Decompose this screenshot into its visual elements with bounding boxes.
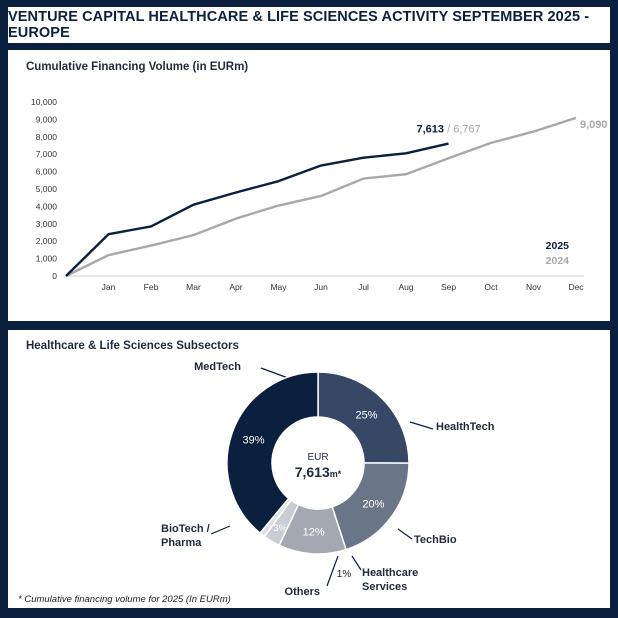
donut-slice-medtech	[317, 371, 410, 464]
leader-line	[409, 421, 434, 430]
line-chart-title: Cumulative Financing Volume (in EURm)	[26, 61, 249, 73]
donut-chart: 25% MedTech 20% HealthTech 12% TechBio 3% Healt…	[161, 361, 495, 598]
series-line-2025	[65, 142, 449, 277]
current-value-label: 7,613 / 6,767	[417, 124, 481, 136]
line-chart: 0 1,000 2,000 3,000 4,000 5,000 6,000 7,000 8,00…	[31, 97, 608, 292]
leader-line	[351, 555, 362, 571]
x-tick-label: Nov	[526, 282, 542, 292]
y-tick-label: 7,000	[36, 149, 58, 159]
end-value-label: 9,090	[580, 119, 608, 131]
page-title: VENTURE CAPITAL HEALTHCARE & LIFE SCIENC…	[8, 9, 590, 41]
x-tick-label: Feb	[144, 282, 159, 292]
y-tick-label: 9,000	[36, 114, 58, 124]
slice-pct-label: 39%	[243, 435, 265, 447]
x-tick-label: Apr	[229, 282, 242, 292]
leader-line	[210, 525, 231, 535]
slice-category-label: BioTech / Pharma	[161, 523, 210, 549]
x-tick-label: Jul	[358, 282, 369, 292]
donut-chart-title: Healthcare & Life Sciences Subsectors	[26, 340, 239, 352]
leader-line	[260, 367, 289, 379]
slice-pct-label: 20%	[362, 498, 384, 510]
slice-pct-label: 1%	[337, 569, 352, 580]
slice-pct-label: 25%	[355, 410, 377, 422]
y-tick-label: 3,000	[36, 219, 58, 229]
slice-pct-label: 12%	[303, 526, 325, 538]
title-panel: VENTURE CAPITAL HEALTHCARE & LIFE SCIENC…	[8, 7, 610, 43]
x-tick-label: Aug	[398, 282, 413, 292]
x-tick-label: Dec	[568, 282, 584, 292]
x-tick-label: Jan	[102, 282, 116, 292]
y-tick-label: 2,000	[36, 236, 58, 246]
legend-2024: 2024	[546, 255, 570, 267]
y-tick-label: 10,000	[31, 97, 57, 107]
x-tick-label: May	[270, 282, 287, 292]
y-tick-label: 5,000	[36, 184, 58, 194]
slice-category-label: TechBio	[414, 534, 457, 546]
y-tick-label: 1,000	[36, 254, 58, 264]
donut-chart-panel: Healthcare & Life Sciences Subsectors 25…	[8, 330, 610, 608]
x-tick-label: Mar	[186, 282, 201, 292]
y-tick-label: 0	[52, 271, 57, 281]
leader-line	[397, 528, 413, 540]
leader-line	[326, 555, 339, 587]
footnote: * Cumulative financing volume for 2025 (…	[18, 594, 231, 605]
slice-category-label: HealthTech	[436, 421, 495, 433]
slice-category-label: Healthcare Services	[362, 567, 418, 593]
x-tick-label: Oct	[484, 282, 498, 292]
donut-slice-biotech-pharma	[226, 371, 319, 535]
center-label: EUR	[307, 452, 328, 463]
center-value: 7,613m*	[295, 464, 342, 480]
series-line-2024	[65, 116, 577, 278]
slice-category-label: Others	[285, 586, 320, 598]
slice-pct-label: 3%	[273, 523, 287, 534]
line-chart-panel: Cumulative Financing Volume (in EURm) 0 1…	[8, 50, 610, 321]
y-tick-label: 4,000	[36, 201, 58, 211]
y-tick-label: 6,000	[36, 167, 58, 177]
slice-category-label: MedTech	[194, 361, 241, 373]
y-tick-label: 8,000	[36, 132, 58, 142]
x-tick-label: Sep	[441, 282, 456, 292]
x-tick-label: Jun	[314, 282, 328, 292]
legend-2025: 2025	[546, 240, 570, 252]
